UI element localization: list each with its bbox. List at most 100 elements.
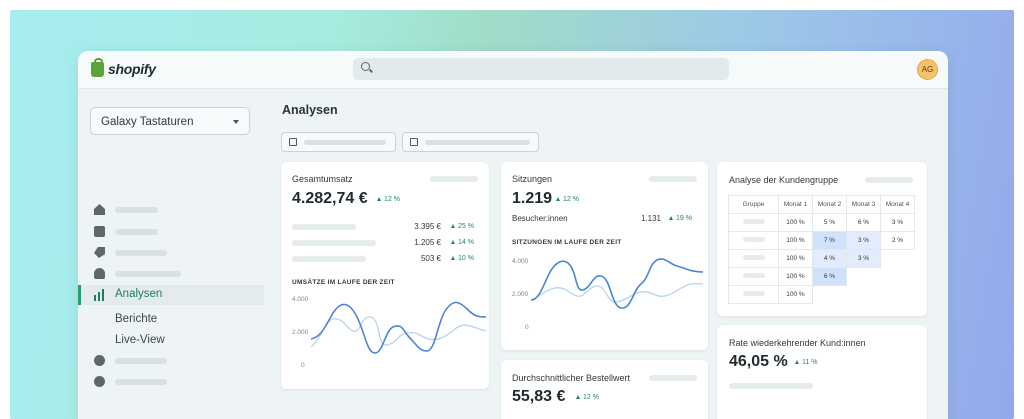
table-cell [847, 268, 881, 286]
button-placeholder [425, 140, 530, 145]
card-placeholder [430, 176, 478, 182]
table-row: 100 % 6 % [728, 267, 915, 286]
sessions-series [531, 258, 703, 309]
button-placeholder [304, 140, 386, 145]
sidebar-item-placeholder [115, 358, 167, 364]
sidebar-item-label: Analysen [115, 288, 163, 300]
table-cell: 100 % [778, 231, 813, 250]
cohort-card[interactable]: Analyse der Kundengruppe Gruppe Monat 1 … [717, 162, 927, 316]
column-header: Monat 1 [778, 195, 813, 214]
search-input[interactable] [353, 58, 729, 80]
chevron-down-icon [233, 120, 239, 124]
table-cell: 100 % [778, 249, 813, 268]
table-cell: 3 % [846, 249, 881, 268]
sidebar-item-placeholder [115, 250, 167, 256]
visitors-value: 1.131 [640, 214, 661, 223]
column-header: Monat 2 [812, 195, 847, 214]
sidebar-item-orders[interactable] [78, 222, 264, 242]
card-title: Sitzungen [512, 174, 553, 184]
sidebar-item-analytics[interactable]: Analysen [78, 285, 264, 305]
store-name: Galaxy Tastaturen [101, 116, 194, 128]
sidebar-item-home[interactable] [78, 200, 264, 220]
target-icon [94, 355, 105, 366]
page-title: Analysen [282, 103, 338, 117]
row-placeholder [292, 240, 376, 246]
aov-card[interactable]: Durchschnittlicher Bestellwert 55,83 € 1… [501, 360, 708, 419]
card-title: Durchschnittlicher Bestellwert [512, 373, 631, 383]
card-title: Analyse der Kundengruppe [729, 175, 839, 185]
row-value: 3.395 € [414, 222, 441, 231]
sidebar-item-placeholder [115, 379, 167, 385]
avatar[interactable]: AG [917, 59, 938, 80]
table-header-row: Gruppe Monat 1 Monat 2 Monat 3 Monat 4 [728, 195, 915, 214]
row-placeholder [292, 224, 356, 230]
tag-icon [94, 247, 105, 258]
cell-placeholder [742, 219, 765, 224]
group-cell [728, 231, 779, 250]
axis-label: 4.000 [292, 296, 309, 303]
row-value: 503 € [420, 254, 441, 263]
sales-line-chart [311, 301, 486, 354]
table-cell: 2 % [880, 231, 915, 250]
returning-delta: 11 % [795, 359, 817, 366]
sidebar-item-placeholder [115, 229, 158, 235]
sales-value: 4.282,74 € [292, 190, 368, 207]
sidebar-item-placeholder [115, 207, 158, 213]
sidebar-item-marketing[interactable] [78, 351, 264, 371]
comparison-series [531, 282, 703, 303]
cell-placeholder [742, 255, 765, 260]
sidebar-item-placeholder [115, 271, 181, 277]
compare-button[interactable] [402, 132, 539, 152]
table-cell [847, 286, 881, 304]
table-cell: 5 % [812, 213, 847, 232]
sales-delta: 12 % [377, 196, 400, 203]
aov-value: 55,83 € [512, 388, 566, 405]
sessions-card[interactable]: Sitzungen 1.219 12 % Besucher:innen 1.13… [501, 162, 708, 350]
percent-icon [94, 376, 105, 387]
search-icon [361, 62, 370, 71]
store-selector[interactable]: Galaxy Tastaturen [90, 107, 250, 135]
sales-card[interactable]: Gesamtumsatz 4.282,74 € 12 % 3.395 € 25 … [281, 162, 489, 389]
column-header: Monat 4 [880, 195, 915, 214]
returning-customers-card[interactable]: Rate wiederkehrender Kund:innen 46,05 % … [717, 325, 927, 419]
row-value: 1.205 € [414, 238, 441, 247]
sidebar: Galaxy Tastaturen Analysen [78, 89, 264, 419]
card-placeholder [649, 176, 697, 182]
bar-chart-icon [94, 289, 104, 301]
table-cell [881, 250, 915, 268]
axis-label: 2.000 [292, 329, 309, 336]
chart-title: SITZUNGEN IM LAUFE DER ZEIT [512, 239, 622, 246]
top-bar: shopify AG [78, 51, 948, 89]
sidebar-subitem-live-view[interactable]: Live-View [115, 334, 165, 346]
sidebar-item-customers[interactable] [78, 264, 264, 284]
person-icon [94, 268, 105, 279]
home-icon [94, 204, 105, 215]
sessions-line-chart [531, 258, 703, 309]
table-row: 100 % 7 % 3 % 2 % [728, 231, 915, 250]
table-cell: 3 % [846, 231, 881, 250]
cell-placeholder [742, 273, 765, 278]
group-cell [728, 249, 779, 268]
table-row: 100 % 5 % 6 % 3 % [728, 213, 915, 232]
compare-icon [410, 138, 418, 146]
shopify-bag-icon [91, 57, 104, 77]
shopify-logo[interactable]: shopify [91, 57, 156, 77]
sidebar-subitem-reports[interactable]: Berichte [115, 313, 158, 325]
row-delta: 14 % [451, 239, 474, 246]
group-cell [728, 285, 779, 304]
group-cell [728, 213, 779, 232]
active-indicator [78, 285, 81, 305]
table-cell [813, 286, 847, 304]
table-cell: 100 % [778, 213, 813, 232]
aov-delta: 12 % [576, 394, 599, 401]
table-cell [881, 286, 915, 304]
card-placeholder [649, 375, 697, 381]
sidebar-item-products[interactable] [78, 243, 264, 263]
sidebar-item-discounts[interactable] [78, 372, 264, 392]
cell-placeholder [742, 237, 765, 242]
cohort-table: Gruppe Monat 1 Monat 2 Monat 3 Monat 4 1… [728, 195, 915, 304]
date-range-button[interactable] [281, 132, 396, 152]
table-row: 100 % [728, 285, 915, 304]
calendar-icon [289, 138, 297, 146]
main-content: Analysen Gesamtumsatz 4.282,74 € 12 % 3.… [264, 89, 948, 419]
